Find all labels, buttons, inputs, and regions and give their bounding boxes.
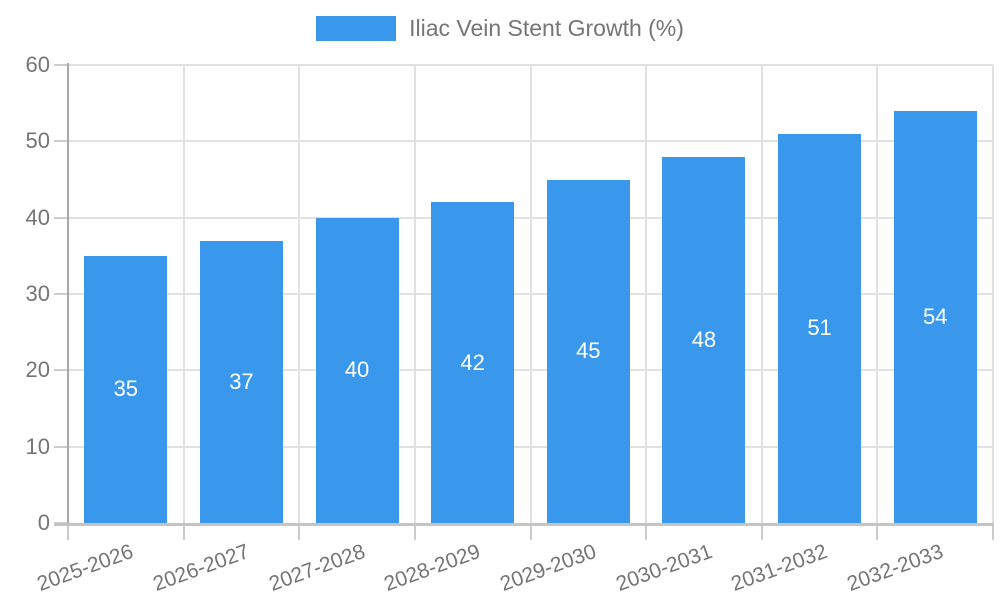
x-axis-line — [54, 523, 994, 526]
bar-value-label: 48 — [691, 326, 717, 352]
x-gridline — [992, 65, 994, 523]
legend-item[interactable]: Iliac Vein Stent Growth (%) — [316, 15, 684, 42]
x-gridline — [645, 65, 648, 523]
y-tick-mark — [54, 140, 68, 143]
x-tick-mark — [298, 526, 301, 540]
x-tick-mark — [760, 526, 763, 540]
x-gridline — [760, 65, 763, 523]
x-tick-label: 2032-2033 — [843, 540, 947, 596]
x-tick-mark — [413, 526, 416, 540]
bar-value-label: 37 — [229, 368, 254, 394]
bar — [431, 202, 515, 523]
y-tick-mark — [54, 445, 68, 448]
bar — [893, 110, 977, 523]
bar-value-label: 45 — [576, 338, 601, 364]
x-tick-label: 2031-2032 — [728, 540, 831, 596]
bar — [315, 217, 399, 523]
bar-value-label: 42 — [460, 349, 485, 375]
x-tick-label: 2029-2030 — [496, 540, 600, 596]
y-tick-label: 0 — [37, 510, 50, 535]
legend: Iliac Vein Stent Growth (%) — [0, 15, 1000, 42]
bar-value-label: 40 — [344, 357, 370, 383]
legend-label: Iliac Vein Stent Growth (%) — [409, 15, 684, 41]
bar — [84, 255, 168, 523]
x-tick-label: 2026-2027 — [150, 540, 253, 596]
bar-value-label: 54 — [922, 303, 948, 329]
y-tick-label: 10 — [25, 433, 50, 459]
y-tick-mark — [54, 216, 68, 219]
x-tick-mark — [645, 526, 648, 540]
y-tick-label: 20 — [25, 357, 50, 383]
x-tick-mark — [992, 526, 994, 540]
bar-value-label: 35 — [113, 376, 139, 402]
x-tick-label: 2025-2026 — [34, 540, 137, 596]
x-tick-mark — [67, 526, 69, 540]
x-tick-mark — [529, 526, 532, 540]
bar — [662, 156, 746, 523]
bar — [778, 133, 862, 523]
x-gridline — [182, 65, 185, 523]
y-tick-mark — [54, 293, 68, 295]
x-tick-label: 2027-2028 — [265, 540, 368, 596]
y-tick-label: 30 — [25, 281, 50, 306]
y-tick-label: 60 — [25, 52, 50, 77]
x-gridline — [876, 65, 879, 523]
bar — [546, 179, 630, 523]
x-tick-label: 2030-2031 — [612, 540, 715, 596]
x-gridline — [413, 65, 416, 523]
y-axis-line — [67, 63, 69, 525]
bar-value-label: 51 — [807, 315, 832, 341]
y-tick-mark — [54, 64, 68, 66]
x-tick-label: 2028-2029 — [381, 540, 484, 596]
y-tick-label: 40 — [25, 204, 50, 230]
x-tick-mark — [876, 526, 879, 540]
bar — [199, 240, 283, 523]
legend-swatch — [316, 16, 397, 41]
y-tick-label: 50 — [25, 128, 50, 154]
x-tick-mark — [182, 526, 185, 540]
y-tick-mark — [54, 369, 68, 372]
x-gridline — [529, 65, 532, 523]
x-gridline — [298, 65, 301, 523]
